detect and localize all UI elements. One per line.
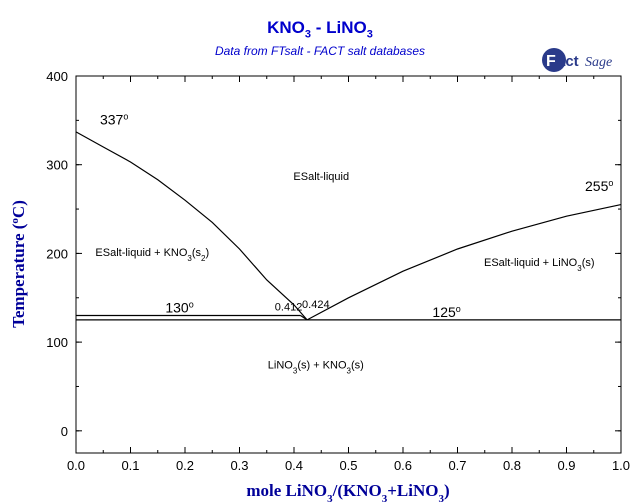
x-tick-label: 0.1 (121, 458, 139, 473)
phase-region-label: ESalt-liquid (293, 171, 349, 183)
x-tick-label: 0.3 (230, 458, 248, 473)
phase-region-label: ESalt-liquid + LiNO3(s) (484, 257, 595, 273)
x-tick-label: 0.6 (394, 458, 412, 473)
liquidus-lino3-curve (306, 204, 622, 321)
x-tick-label: 0.0 (67, 458, 85, 473)
x-tick-label: 0.9 (557, 458, 575, 473)
x-tick-label: 0.7 (448, 458, 466, 473)
temperature-label: 130o (165, 300, 193, 316)
y-axis-title: Temperature (oC) (9, 200, 28, 328)
factsage-logo: F act Sage (542, 48, 612, 72)
composition-label: 0.412 (275, 302, 303, 314)
x-tick-label: 0.8 (503, 458, 521, 473)
svg-text:Sage: Sage (585, 55, 612, 70)
svg-text:F: F (546, 53, 556, 70)
svg-text:act: act (557, 53, 579, 70)
transition-connector (300, 315, 308, 321)
x-tick-label: 0.2 (176, 458, 194, 473)
temperature-label: 255o (585, 178, 613, 194)
y-tick-label: 200 (46, 246, 68, 261)
y-tick-label: 100 (46, 335, 68, 350)
x-axis-title: mole LiNO3/(KNO3+LiNO3) (246, 481, 449, 504)
y-tick-label: 400 (46, 69, 68, 84)
x-tick-label: 1.0 (612, 458, 630, 473)
x-tick-label: 0.4 (285, 458, 303, 473)
plot-frame (75, 75, 622, 454)
chart-subtitle: Data from FTsalt - FACT salt databases (214, 44, 426, 58)
composition-label: 0.424 (302, 299, 330, 311)
x-tick-label: 0.5 (339, 458, 357, 473)
y-tick-label: 300 (46, 158, 68, 173)
chart-title: KNO3 - LiNO3 (267, 18, 373, 41)
liquidus-kno3-curve (75, 131, 308, 321)
temperature-label: 337o (100, 111, 128, 127)
y-tick-label: 0 (61, 424, 68, 439)
phase-region-label: LiNO3(s) + KNO3(s) (268, 360, 364, 376)
temperature-label: 125o (432, 304, 460, 320)
phase-region-label: ESalt-liquid + KNO3(s2) (95, 247, 209, 263)
